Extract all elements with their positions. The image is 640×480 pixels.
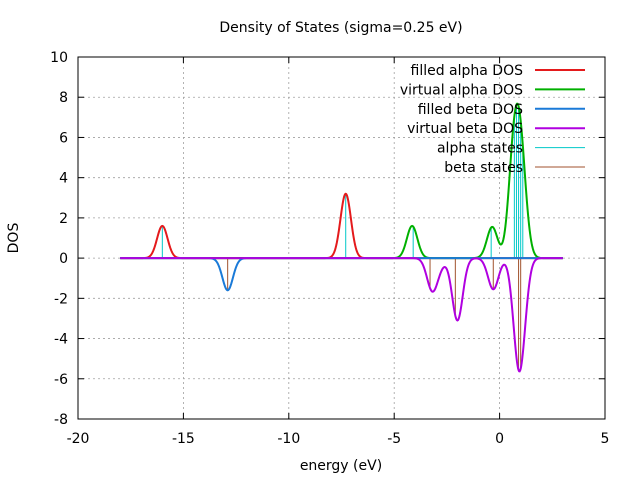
y-tick-label: 2 bbox=[59, 211, 68, 227]
legend-label: alpha states bbox=[437, 141, 523, 157]
y-tick-label: 4 bbox=[59, 171, 68, 187]
y-tick-label: 0 bbox=[59, 251, 68, 267]
plot-area bbox=[120, 102, 563, 373]
chart-title: Density of States (sigma=0.25 eV) bbox=[219, 20, 462, 36]
y-tick-label: 10 bbox=[50, 50, 68, 66]
grid-lines bbox=[78, 57, 605, 419]
x-tick-label: -5 bbox=[387, 431, 401, 447]
y-axis-label: DOS bbox=[6, 223, 22, 254]
legend-label: filled alpha DOS bbox=[411, 63, 524, 79]
x-tick-label: 5 bbox=[601, 431, 610, 447]
x-axis-label: energy (eV) bbox=[300, 458, 382, 474]
y-tick-label: 6 bbox=[59, 130, 68, 146]
y-tick-label: 8 bbox=[59, 90, 68, 106]
y-tick-label: -2 bbox=[54, 291, 68, 307]
y-tick-label: -8 bbox=[54, 412, 68, 428]
x-tick-label: -15 bbox=[172, 431, 195, 447]
x-tick-label: 0 bbox=[495, 431, 504, 447]
series-line bbox=[120, 192, 563, 260]
legend-label: beta states bbox=[444, 160, 523, 176]
x-tick-label: -20 bbox=[67, 431, 90, 447]
plot-border bbox=[77, 56, 606, 420]
series-line bbox=[120, 257, 563, 373]
legend-label: virtual alpha DOS bbox=[400, 82, 523, 98]
y-tick-label: -4 bbox=[54, 332, 68, 348]
legend-label: filled beta DOS bbox=[418, 102, 523, 118]
legend-label: virtual beta DOS bbox=[407, 121, 523, 137]
y-tick-label: -6 bbox=[54, 372, 68, 388]
legend: filled alpha DOS virtual alpha DOS filled … bbox=[400, 63, 585, 176]
x-tick-label: -10 bbox=[277, 431, 300, 447]
